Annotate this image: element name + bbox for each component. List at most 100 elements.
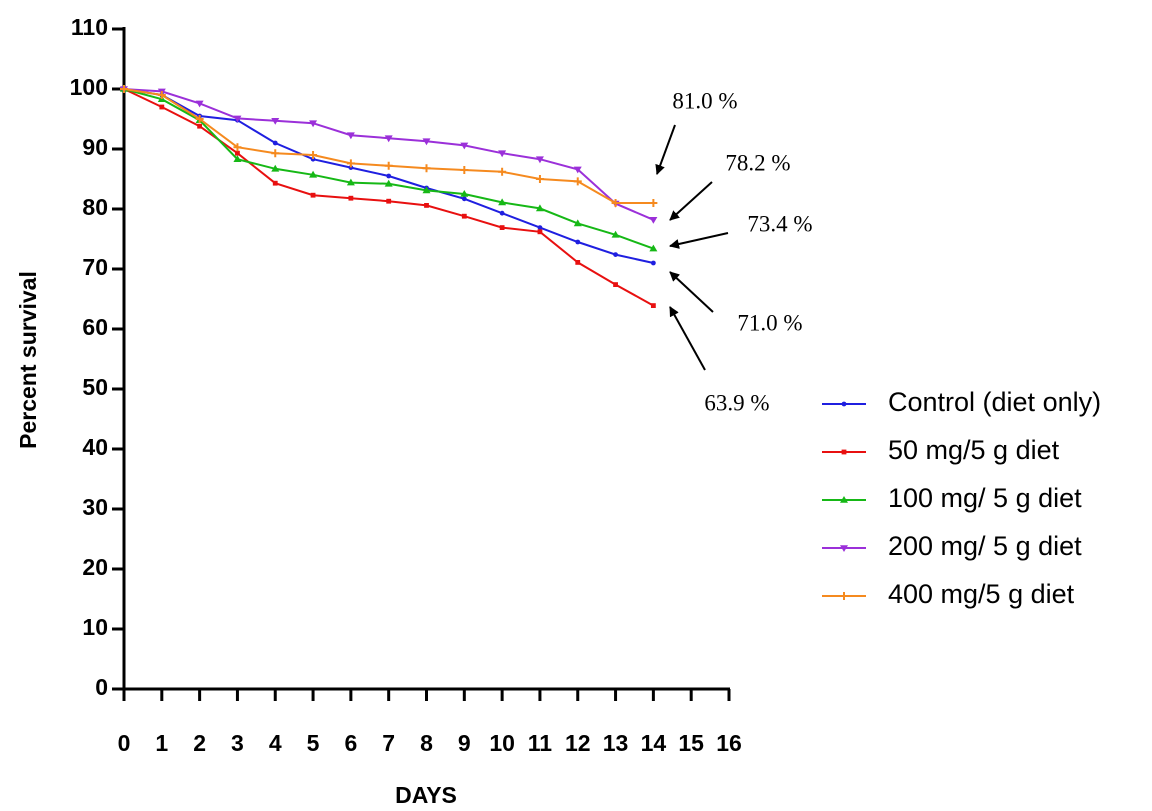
point bbox=[310, 156, 316, 162]
point bbox=[649, 244, 658, 252]
y-tick-label: 80 bbox=[82, 194, 108, 220]
point bbox=[537, 225, 543, 231]
point bbox=[309, 151, 318, 159]
point bbox=[575, 239, 581, 245]
point bbox=[611, 199, 620, 207]
point bbox=[157, 91, 166, 99]
point bbox=[498, 198, 507, 206]
point bbox=[535, 204, 544, 212]
legend-marker bbox=[840, 592, 848, 600]
legend-label: Control (diet only) bbox=[888, 387, 1101, 417]
point bbox=[499, 210, 505, 216]
point bbox=[461, 213, 467, 219]
point bbox=[348, 195, 354, 201]
point bbox=[460, 190, 469, 197]
point bbox=[613, 282, 618, 287]
point bbox=[498, 150, 507, 158]
point bbox=[346, 178, 355, 186]
point bbox=[272, 140, 278, 146]
x-tick-label: 12 bbox=[565, 730, 591, 756]
point bbox=[535, 175, 544, 183]
point bbox=[384, 179, 393, 187]
point bbox=[233, 155, 242, 162]
point bbox=[613, 252, 618, 257]
x-tick-label: 16 bbox=[716, 730, 742, 756]
legend-marker bbox=[841, 449, 847, 455]
x-tick-label: 6 bbox=[344, 730, 357, 756]
annotation-arrow bbox=[669, 271, 714, 313]
point bbox=[650, 260, 656, 266]
y-tick-label: 0 bbox=[95, 674, 108, 700]
x-tick-label: 10 bbox=[489, 730, 515, 756]
point bbox=[573, 219, 582, 227]
point bbox=[573, 177, 582, 186]
point bbox=[348, 165, 354, 171]
legend-label: 100 mg/ 5 g diet bbox=[888, 483, 1082, 513]
point bbox=[384, 135, 393, 143]
point bbox=[271, 164, 280, 172]
point bbox=[235, 150, 240, 156]
point bbox=[271, 118, 280, 125]
x-tick-label: 7 bbox=[382, 730, 395, 756]
point bbox=[197, 123, 203, 129]
point bbox=[575, 260, 581, 265]
point bbox=[424, 203, 429, 208]
point bbox=[461, 196, 467, 202]
point bbox=[271, 149, 280, 158]
point bbox=[422, 138, 431, 146]
point bbox=[120, 85, 128, 93]
legend-label: 200 mg/ 5 g diet bbox=[888, 531, 1082, 561]
point bbox=[460, 166, 469, 174]
annotation: 81.0 % bbox=[672, 88, 737, 113]
point bbox=[159, 104, 165, 110]
x-tick-label: 8 bbox=[420, 730, 433, 756]
y-tick-label: 30 bbox=[82, 494, 108, 520]
x-tick-label: 3 bbox=[231, 730, 244, 756]
y-tick-label: 100 bbox=[70, 74, 108, 100]
annotation: 73.4 % bbox=[747, 211, 812, 236]
point bbox=[386, 198, 392, 204]
x-tick-label: 13 bbox=[603, 730, 629, 756]
point bbox=[535, 156, 544, 164]
legend-label: 400 mg/5 g diet bbox=[888, 579, 1075, 609]
x-tick-label: 2 bbox=[193, 730, 206, 756]
point bbox=[346, 159, 355, 168]
annotation: 78.2 % bbox=[725, 150, 790, 175]
y-tick-label: 70 bbox=[82, 254, 108, 280]
point bbox=[195, 100, 204, 108]
x-tick-label: 0 bbox=[118, 730, 131, 756]
point bbox=[422, 164, 431, 173]
y-tick-label: 60 bbox=[82, 314, 108, 340]
x-tick-label: 1 bbox=[155, 730, 168, 756]
legend-marker bbox=[841, 401, 847, 407]
point bbox=[195, 115, 204, 123]
annotation-arrow bbox=[669, 181, 713, 221]
point bbox=[272, 180, 278, 186]
y-tick-label: 10 bbox=[82, 614, 108, 640]
x-tick-label: 15 bbox=[678, 730, 704, 756]
annotation-arrow bbox=[669, 306, 706, 371]
x-tick-label: 4 bbox=[269, 730, 282, 756]
point bbox=[611, 230, 620, 238]
point bbox=[309, 120, 318, 128]
y-tick-label: 110 bbox=[71, 14, 108, 40]
annotation: 71.0 % bbox=[737, 310, 802, 335]
legend-marker bbox=[840, 496, 848, 503]
y-axis-label: Percent survival bbox=[15, 271, 41, 449]
annotation-arrow bbox=[655, 124, 676, 175]
x-tick-label: 14 bbox=[641, 730, 667, 756]
point bbox=[649, 217, 658, 224]
point bbox=[233, 115, 242, 123]
point bbox=[650, 303, 656, 308]
legend-label: 50 mg/5 g diet bbox=[888, 435, 1060, 465]
x-axis-label: DAYS bbox=[395, 782, 457, 808]
point bbox=[310, 192, 316, 198]
y-tick-label: 50 bbox=[82, 374, 108, 400]
point bbox=[499, 225, 505, 230]
point bbox=[346, 132, 355, 140]
point bbox=[233, 143, 242, 152]
point bbox=[309, 170, 318, 178]
y-tick-label: 40 bbox=[82, 434, 108, 460]
point bbox=[573, 166, 582, 174]
